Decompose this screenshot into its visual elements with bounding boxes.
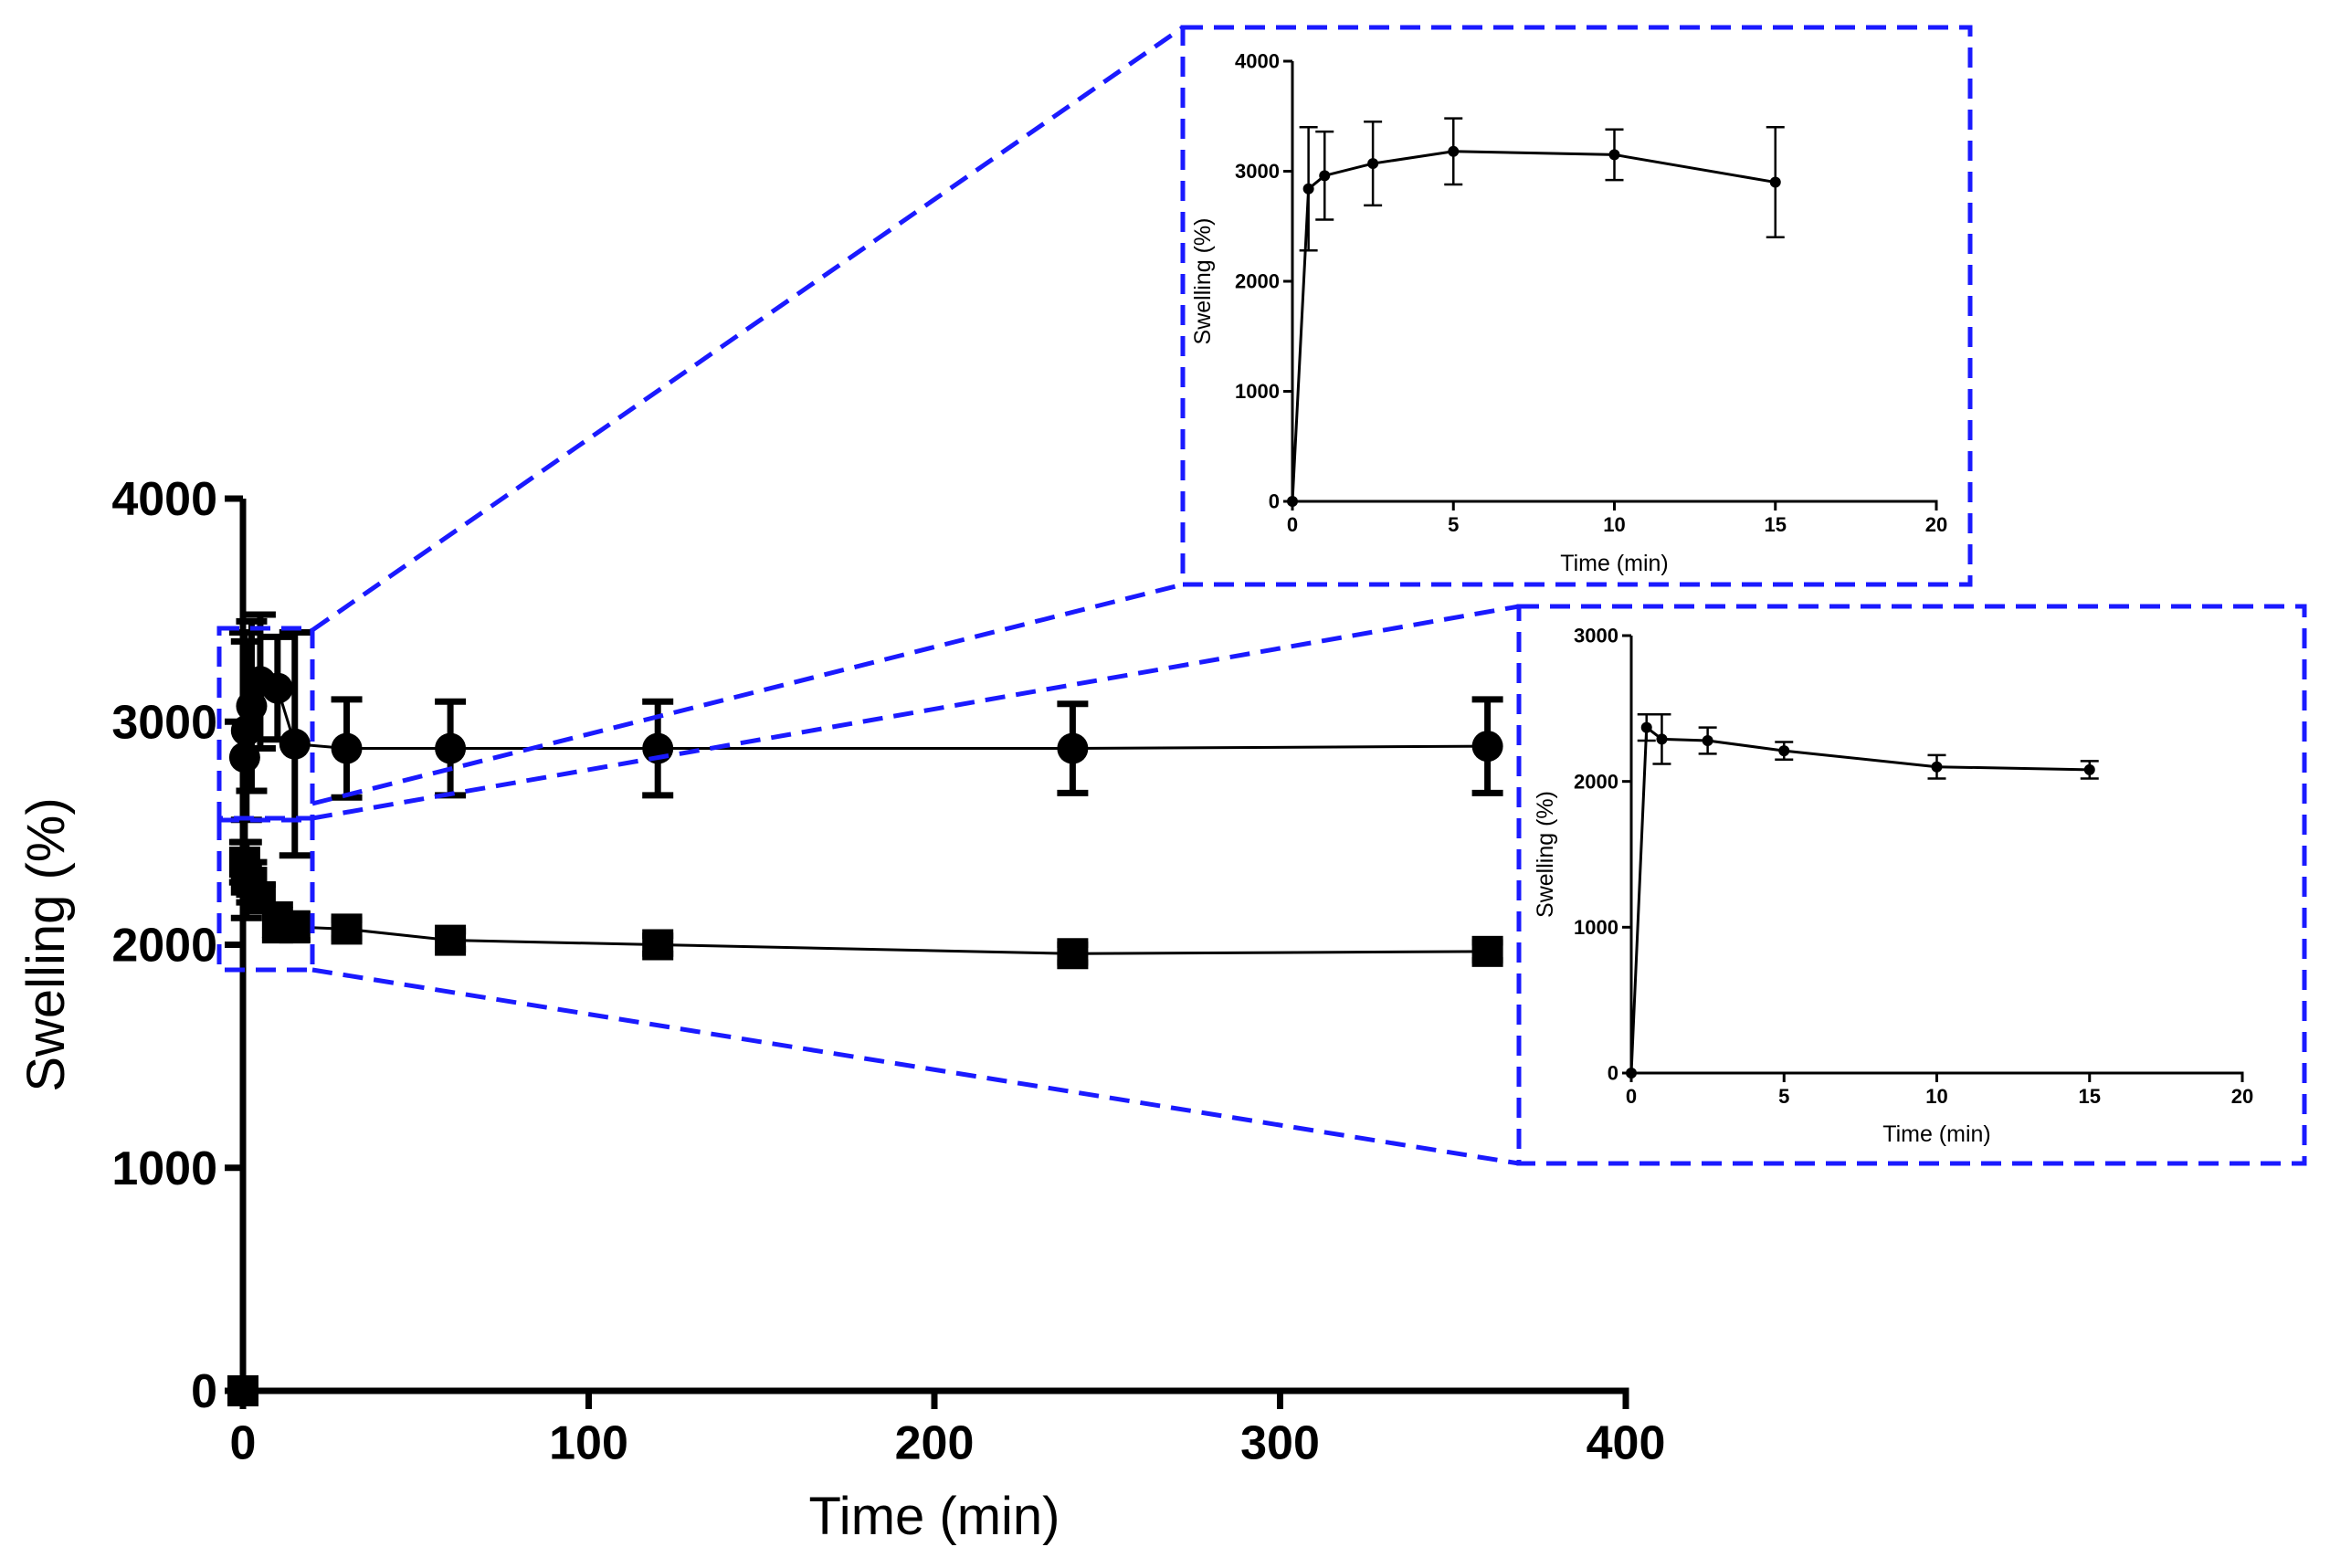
data-point-circle — [1471, 731, 1503, 763]
zoom-connector-line — [311, 25, 1185, 633]
y-tick-label: 2000 — [1574, 770, 1618, 793]
x-axis-title: Time (min) — [1560, 551, 1669, 576]
x-tick-label: 20 — [1925, 513, 1947, 536]
data-point-square — [331, 913, 363, 945]
y-tick-label: 0 — [1608, 1062, 1618, 1085]
y-axis-title: Swelling (%) — [16, 797, 76, 1091]
data-point-circle — [1319, 170, 1331, 182]
y-tick-label: 3000 — [1235, 160, 1280, 183]
series-line — [241, 679, 1488, 1392]
x-tick-label: 15 — [1765, 513, 1787, 536]
x-axis-title: Time (min) — [1882, 1121, 1991, 1147]
y-tick-label: 2000 — [1235, 270, 1280, 293]
zoom-connector-line — [311, 967, 1520, 1166]
inset-bottom-plot: 0 1000 2000 3000 0 5 10 15 20 Time (min) Swelling … — [1533, 625, 2253, 1147]
data-point-circle — [1931, 761, 1943, 773]
data-point-circle — [2083, 763, 2095, 775]
x-tick-label: 0 — [1287, 513, 1298, 536]
y-tick-label: 0 — [191, 1365, 217, 1418]
y-tick-label: 3000 — [111, 696, 217, 749]
series-line — [1291, 150, 1776, 502]
y-tick-label: 1000 — [1235, 380, 1280, 403]
inset-top-plot: 0 1000 2000 3000 4000 0 5 10 15 20 Time (min) Swell… — [1190, 50, 1947, 576]
series-line — [1629, 724, 2090, 1074]
data-point-square — [227, 1375, 258, 1406]
data-point-circle — [1656, 733, 1668, 745]
data-point-circle — [236, 690, 268, 722]
zoom-connector-line — [311, 582, 1184, 806]
data-point-circle — [1640, 721, 1652, 733]
zoom-region-squares — [216, 817, 315, 973]
x-tick-label: 15 — [2079, 1085, 2101, 1108]
x-tick-label: 5 — [1448, 513, 1459, 536]
y-tick-label: 4000 — [1235, 50, 1280, 73]
data-point-square — [1471, 935, 1503, 967]
x-tick-label: 5 — [1778, 1085, 1789, 1108]
data-point-circle — [1367, 158, 1379, 170]
data-point-circle — [1302, 183, 1314, 195]
x-tick-label: 300 — [1240, 1417, 1320, 1470]
data-point-circle — [1769, 176, 1781, 188]
x-tick-label: 200 — [895, 1417, 975, 1470]
data-point-circle — [1057, 732, 1089, 764]
data-point-circle — [1626, 1068, 1637, 1079]
y-tick-label: 0 — [1269, 490, 1280, 513]
y-tick-label: 3000 — [1574, 625, 1618, 647]
data-point-square — [642, 929, 674, 961]
y-axis-title: Swelling (%) — [1533, 791, 1558, 918]
x-tick-label: 0 — [230, 1417, 257, 1470]
x-tick-label: 100 — [549, 1417, 628, 1470]
data-point-circle — [1287, 496, 1298, 507]
data-point-square — [1057, 938, 1089, 970]
data-point-circle — [1448, 145, 1460, 157]
data-point-circle — [1608, 149, 1620, 161]
x-axis-title: Time (min) — [809, 1487, 1060, 1546]
y-tick-label: 2000 — [111, 920, 217, 973]
x-tick-label: 10 — [1925, 1085, 1947, 1108]
y-axis-title: Swelling (%) — [1190, 218, 1216, 345]
inset-top-frame — [1180, 25, 1973, 587]
data-point-circle — [261, 672, 293, 704]
zoom-connector-line — [311, 604, 1520, 821]
x-tick-label: 0 — [1626, 1085, 1637, 1108]
data-point-circle — [230, 715, 262, 747]
data-point-circle — [1778, 745, 1790, 757]
data-point-square — [435, 924, 467, 956]
data-point-circle — [279, 728, 311, 760]
data-point-circle — [228, 742, 260, 773]
x-tick-label: 10 — [1603, 513, 1625, 536]
zoom-overlay — [216, 25, 2307, 1166]
inset-bottom-frame — [1516, 604, 2307, 1166]
y-tick-label: 1000 — [1574, 916, 1618, 939]
x-tick-label: 20 — [2231, 1085, 2253, 1108]
data-point-square — [279, 910, 311, 942]
data-point-circle — [1702, 734, 1713, 746]
y-tick-label: 4000 — [111, 473, 217, 526]
data-point-circle — [435, 732, 467, 764]
data-point-circle — [331, 732, 363, 764]
x-tick-label: 400 — [1587, 1417, 1666, 1470]
y-tick-label: 1000 — [111, 1142, 217, 1195]
